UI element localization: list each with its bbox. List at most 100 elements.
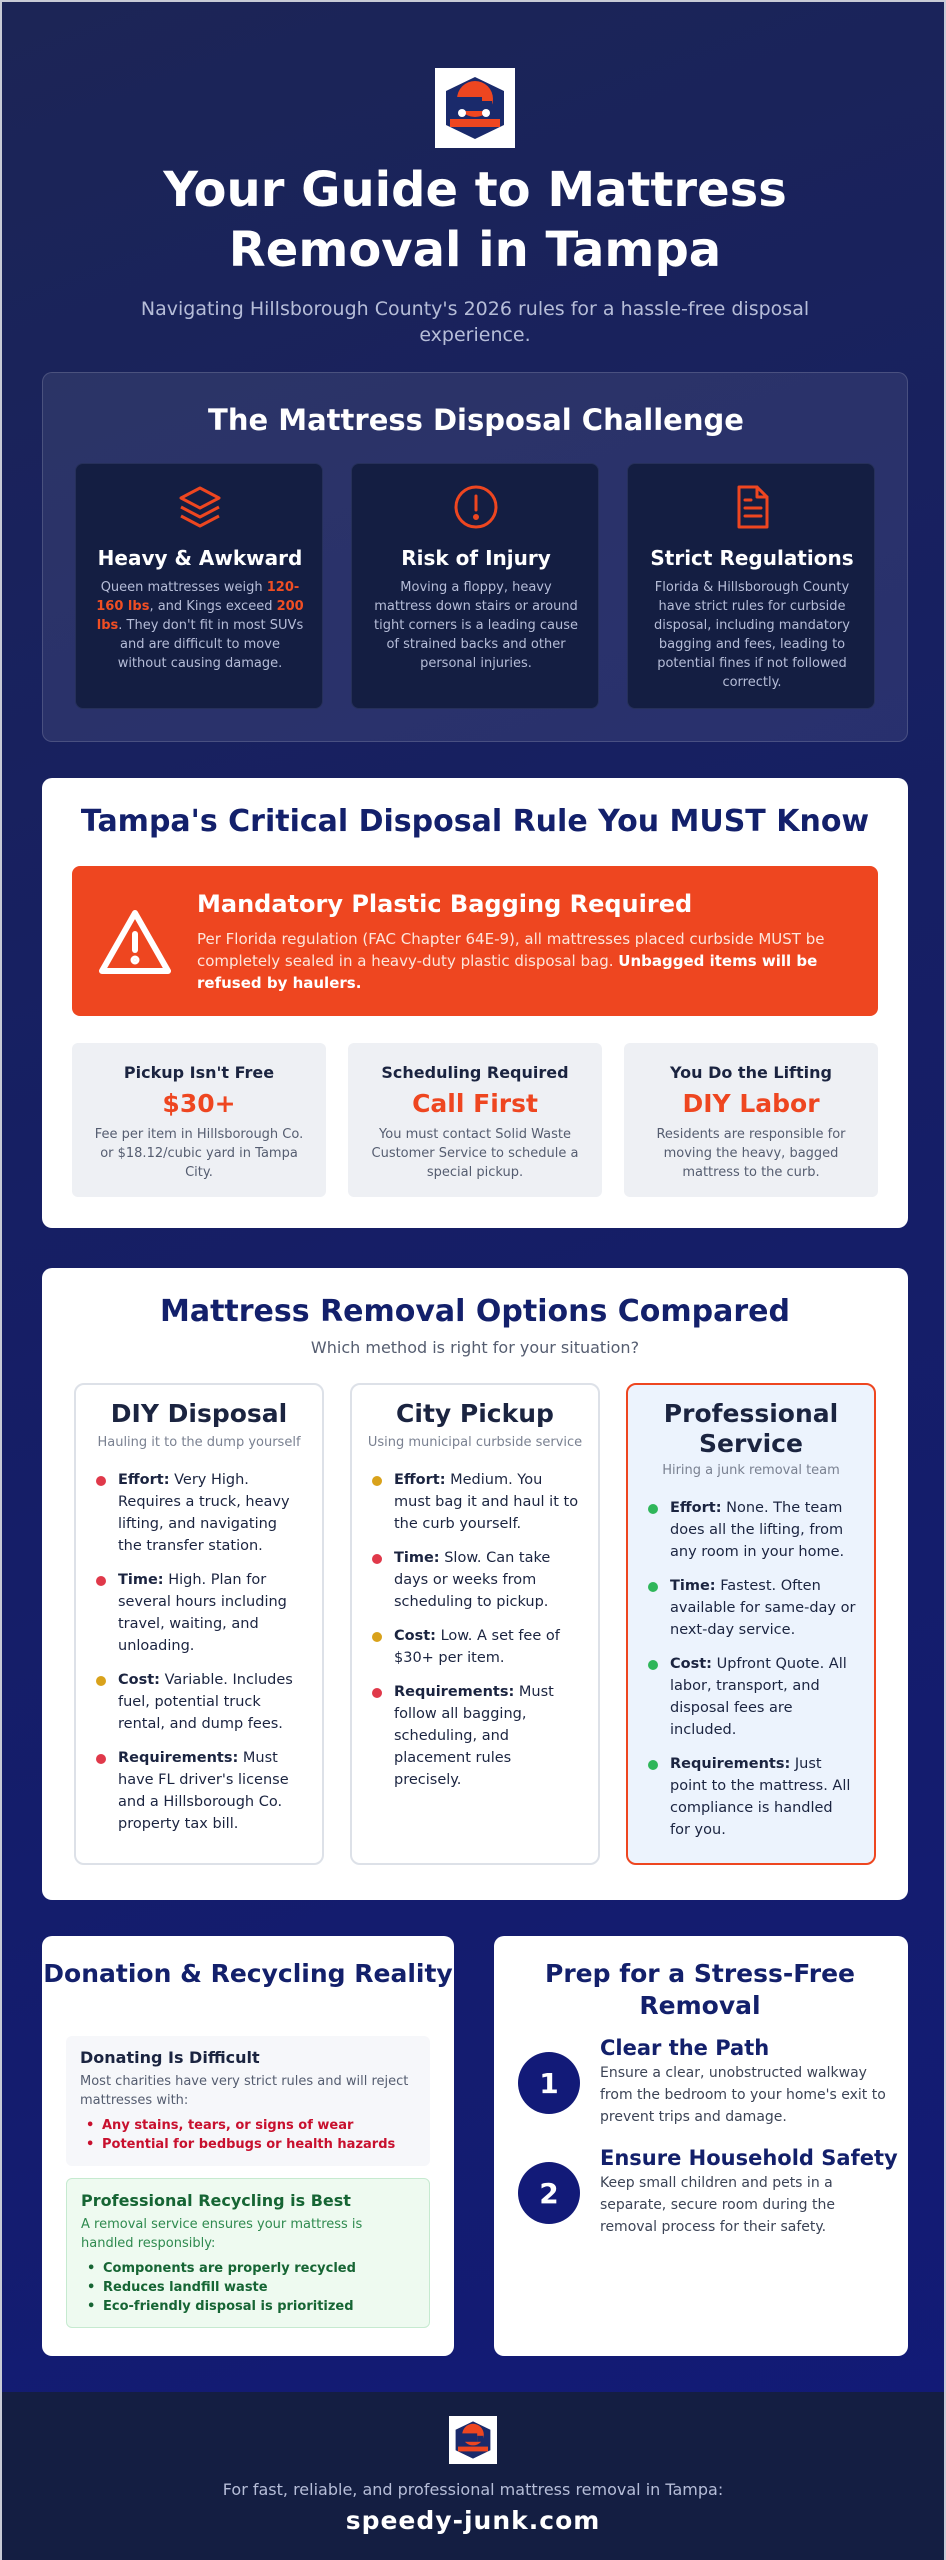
prep-section: Prep for a Stress-Free Removal 1 Clear t…: [494, 1936, 908, 2356]
option-title: City Pickup: [396, 1399, 554, 1428]
challenge-card-injury: Risk of Injury Moving a floppy, heavy ma…: [351, 463, 599, 709]
option-professional: Professional Service Hiring a junk remov…: [626, 1383, 876, 1865]
stat-text: You must contact Solid Waste Customer Se…: [371, 1127, 579, 1180]
option-tagline: Using municipal curbside service: [367, 1435, 583, 1450]
status-dot: [648, 1760, 658, 1770]
challenge-card-title: Strict Regulations: [650, 546, 854, 570]
company-logo: [435, 68, 515, 148]
list-item: Reduces landfill waste: [87, 2278, 423, 2297]
list-item: Cost: Upfront Quote. All labor, transpor…: [648, 1653, 856, 1741]
option-tagline: Hauling it to the dump yourself: [97, 1435, 301, 1450]
alert-circle-icon: [454, 485, 498, 529]
warning-triangle-icon: [99, 910, 171, 974]
stat-value: $30+: [162, 1089, 236, 1118]
status-dot: [648, 1660, 658, 1670]
status-dot: [372, 1688, 382, 1698]
page-subtitle: Navigating Hillsborough County's 2026 ru…: [140, 298, 810, 346]
stat-title: Scheduling Required: [381, 1063, 569, 1082]
donation-title: Donation & Recycling Reality: [43, 1959, 453, 1988]
challenge-card-title: Risk of Injury: [401, 546, 551, 570]
status-dot: [96, 1754, 106, 1764]
alert-title: Mandatory Plastic Bagging Required: [197, 890, 693, 918]
step-title: Clear the Path: [600, 2036, 770, 2060]
list-item: Cost: Variable. Includes fuel, potential…: [96, 1669, 304, 1735]
prep-title: Prep for a Stress-Free Removal: [545, 1959, 855, 2020]
list-item: Eco-friendly disposal is prioritized: [87, 2297, 423, 2316]
stat-card: You Do the Lifting DIY Labor Residents a…: [624, 1043, 878, 1197]
list-item: Time: High. Plan for several hours inclu…: [96, 1569, 304, 1657]
list-item: Time: Fastest. Often available for same-…: [648, 1575, 856, 1641]
options-subtitle: Which method is right for your situation…: [310, 1338, 640, 1357]
layers-icon: [179, 486, 221, 528]
step-text: Keep small children and pets in a separa…: [600, 2175, 835, 2235]
challenge-card-regulations: Strict Regulations Florida & Hillsboroug…: [627, 463, 875, 709]
step-text: Ensure a clear, unobstructed walkway fro…: [600, 2065, 886, 2125]
challenge-title: The Mattress Disposal Challenge: [208, 403, 744, 437]
list-item: Effort: None. The team does all the lift…: [648, 1497, 856, 1563]
critical-rule-section: Tampa's Critical Disposal Rule You MUST …: [42, 778, 908, 1228]
status-dot: [96, 1676, 106, 1686]
stat-title: You Do the Lifting: [670, 1063, 832, 1082]
option-title: Professional Service: [663, 1399, 839, 1458]
challenge-card-title: Heavy & Awkward: [97, 546, 303, 570]
option-list: Effort: Very High. Requires a truck, hea…: [96, 1469, 304, 1847]
donating-difficult-box: Donating Is Difficult Most charities hav…: [66, 2036, 430, 2166]
footer-logo: [449, 2416, 497, 2464]
status-dot: [648, 1582, 658, 1592]
stat-text: Fee per item in Hillsborough Co. or $18.…: [94, 1127, 304, 1180]
option-tagline: Hiring a junk removal team: [662, 1463, 840, 1478]
box-list: Any stains, tears, or signs of wear Pote…: [86, 2116, 422, 2154]
bagging-alert: Mandatory Plastic Bagging Required Per F…: [72, 866, 878, 1016]
stat-card: Scheduling Required Call First You must …: [348, 1043, 602, 1197]
status-dot: [372, 1476, 382, 1486]
stat-title: Pickup Isn't Free: [123, 1063, 275, 1082]
status-dot: [96, 1576, 106, 1586]
list-item: Components are properly recycled: [87, 2259, 423, 2278]
list-item: Requirements: Just point to the mattress…: [648, 1753, 856, 1841]
list-item: Cost: Low. A set fee of $30+ per item.: [372, 1625, 580, 1669]
recycling-box: Professional Recycling is Best A removal…: [66, 2178, 430, 2328]
challenge-card-heavy: Heavy & Awkward Queen mattresses weigh 1…: [75, 463, 323, 709]
box-list: Components are properly recycled Reduces…: [87, 2259, 423, 2316]
status-dot: [648, 1504, 658, 1514]
challenge-card-text: Florida & Hillsborough County have stric…: [654, 580, 850, 690]
donation-section: Donation & Recycling Reality Donating Is…: [42, 1936, 454, 2356]
stat-value: DIY Labor: [682, 1089, 820, 1118]
status-dot: [372, 1632, 382, 1642]
option-list: Effort: None. The team does all the lift…: [648, 1497, 856, 1853]
step-number: 2: [518, 2162, 580, 2224]
challenge-section: The Mattress Disposal Challenge Heavy & …: [42, 372, 908, 742]
list-item: Time: Slow. Can take days or weeks from …: [372, 1547, 580, 1613]
step-title: Ensure Household Safety: [600, 2146, 898, 2170]
step-number: 1: [518, 2052, 580, 2114]
box-text: A removal service ensures your mattress …: [81, 2217, 363, 2251]
option-diy: DIY Disposal Hauling it to the dump your…: [74, 1383, 324, 1865]
option-city-pickup: City Pickup Using municipal curbside ser…: [350, 1383, 600, 1865]
stat-text: Residents are responsible for moving the…: [656, 1127, 846, 1180]
document-icon: [737, 485, 769, 529]
list-item: Effort: Very High. Requires a truck, hea…: [96, 1469, 304, 1557]
stat-card: Pickup Isn't Free $30+ Fee per item in H…: [72, 1043, 326, 1197]
box-text: Most charities have very strict rules an…: [80, 2074, 409, 2108]
option-list: Effort: Medium. You must bag it and haul…: [372, 1469, 580, 1803]
rule-title: Tampa's Critical Disposal Rule You MUST …: [80, 804, 870, 839]
options-title: Mattress Removal Options Compared: [159, 1294, 790, 1329]
status-dot: [372, 1554, 382, 1564]
footer-text: For fast, reliable, and professional mat…: [222, 2480, 724, 2499]
list-item: Requirements: Must have FL driver's lice…: [96, 1747, 304, 1835]
option-title: DIY Disposal: [110, 1399, 288, 1428]
challenge-card-text: Queen mattresses weigh 120-160 lbs, and …: [96, 580, 304, 671]
alert-text: Per Florida regulation (FAC Chapter 64E-…: [197, 930, 825, 992]
list-item: Potential for bedbugs or health hazards: [86, 2135, 422, 2154]
box-title: Donating Is Difficult: [80, 2048, 260, 2067]
list-item: Any stains, tears, or signs of wear: [86, 2116, 422, 2135]
website-link[interactable]: speedy-junk.com: [345, 2506, 601, 2535]
stat-value: Call First: [412, 1089, 538, 1118]
list-item: Requirements: Must follow all bagging, s…: [372, 1681, 580, 1791]
page-title: Your Guide to Mattress Removal in Tampa: [163, 162, 787, 278]
status-dot: [96, 1476, 106, 1486]
options-section: Mattress Removal Options Compared Which …: [42, 1268, 908, 1900]
box-title: Professional Recycling is Best: [81, 2191, 351, 2210]
list-item: Effort: Medium. You must bag it and haul…: [372, 1469, 580, 1535]
